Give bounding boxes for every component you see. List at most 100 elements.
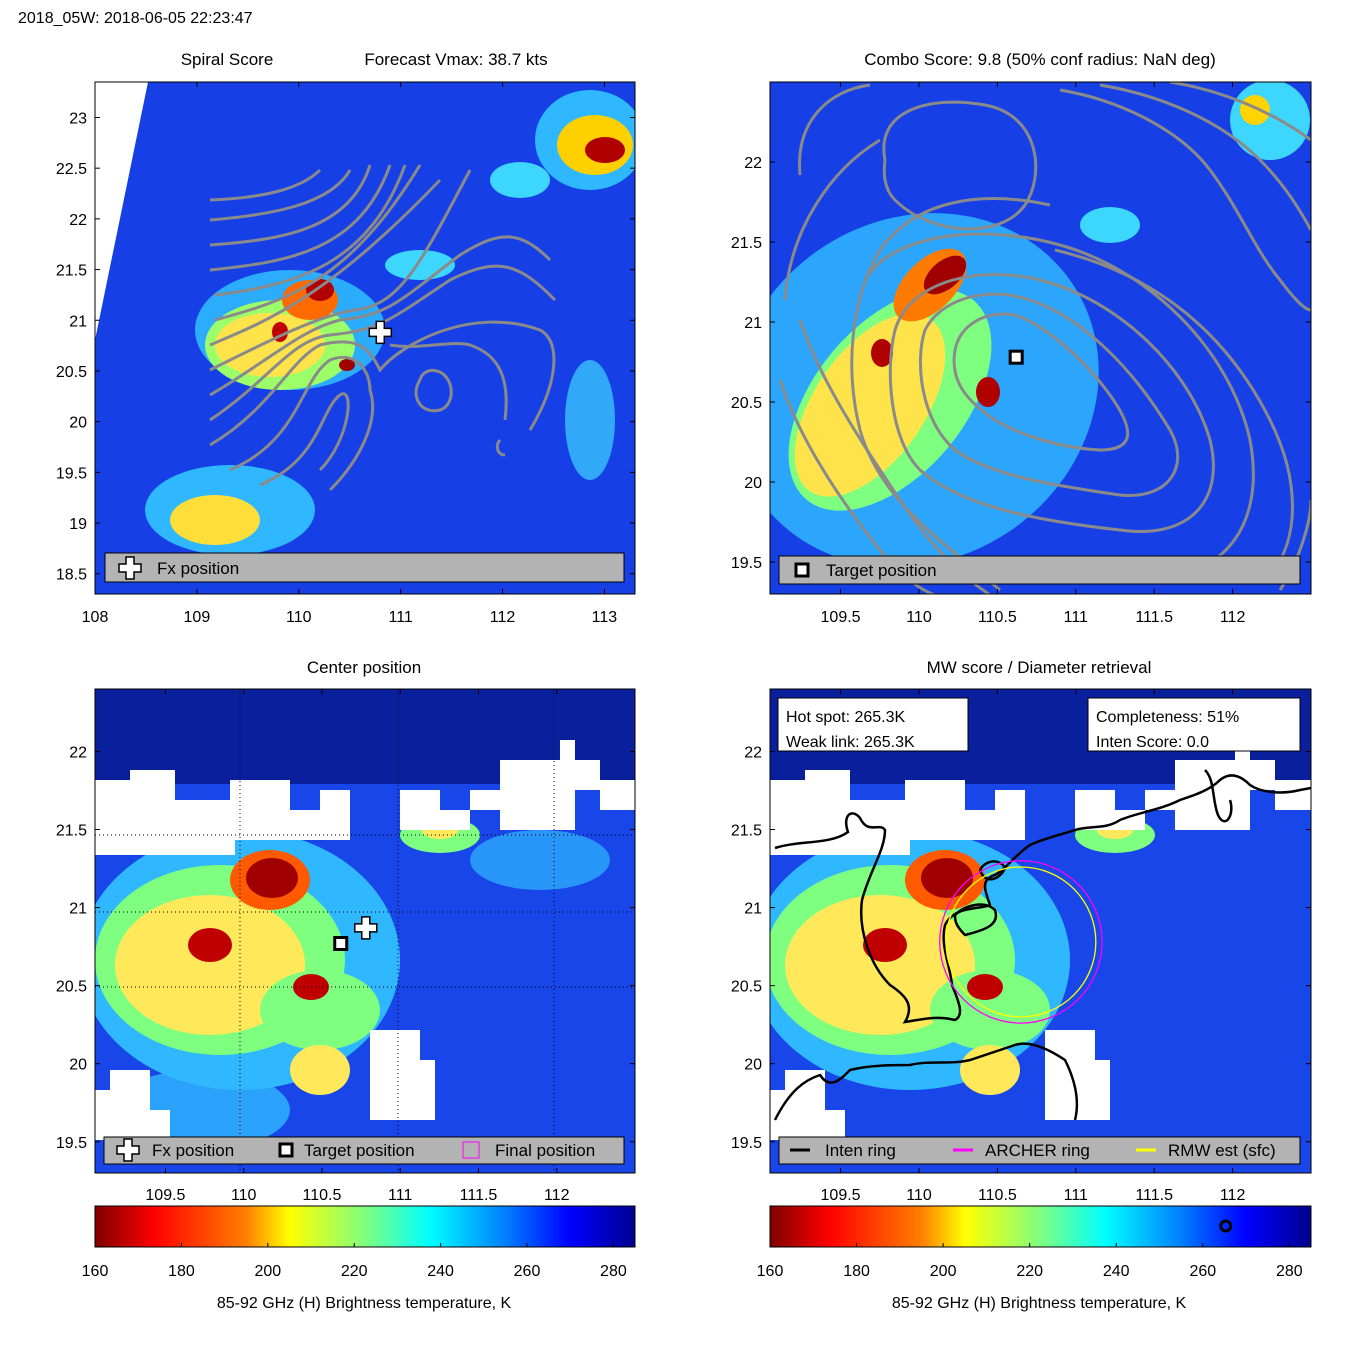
legend-fx-symbol xyxy=(116,1138,140,1162)
x-tick-label: 108 xyxy=(82,609,109,626)
center-grid xyxy=(95,689,635,1173)
x-tick-label: 111.5 xyxy=(1135,609,1173,626)
hot-spot-text: Hot spot: 265.3K xyxy=(786,709,906,726)
cloud-mask xyxy=(95,740,635,1140)
spiral-title: Spiral Score xyxy=(181,50,274,69)
mw-heatmap xyxy=(770,689,1311,1173)
x-tick-label: 110 xyxy=(906,609,932,626)
x-tick-label: 110.5 xyxy=(303,1187,342,1204)
x-tick-label: 111.5 xyxy=(460,1187,498,1204)
combo-legend: Target position xyxy=(778,555,1301,585)
inten-score-text: Inten Score: 0.0 xyxy=(1096,734,1209,751)
colorbar-tick-label: 240 xyxy=(427,1263,454,1280)
y-tick-label: 20.5 xyxy=(731,395,762,412)
center-panel: Center position xyxy=(56,658,636,1312)
colorbar-tick-label: 160 xyxy=(757,1263,784,1280)
colorbar-tick-label: 260 xyxy=(1189,1263,1216,1280)
y-tick-label: 21.5 xyxy=(56,823,87,840)
y-tick-label: 19 xyxy=(69,516,87,533)
x-tick-label: 110 xyxy=(286,609,312,626)
x-tick-label: 111 xyxy=(1064,1187,1088,1204)
mw-colorbar: 160 180 200 220 240 260 280 85-92 GHz (H) Brig… xyxy=(757,1205,1312,1312)
coastline xyxy=(773,769,1311,1121)
y-tick-label: 20 xyxy=(69,415,87,432)
legend-label: RMW est (sfc) xyxy=(1168,1141,1276,1160)
x-tick-label: 110.5 xyxy=(978,609,1017,626)
weak-link-text: Weak link: 265.3K xyxy=(786,734,915,751)
target-position-marker xyxy=(333,935,349,951)
hot-spot-colorbar-marker xyxy=(1219,1219,1233,1233)
y-tick-label: 19.5 xyxy=(731,555,762,572)
rmw-ring xyxy=(945,866,1097,1018)
combo-ticks: 109.5 110 110.5 111 111.5 112 19.5 20 20.5 21 21.5… xyxy=(731,82,1311,626)
page-title: 2018_05W: 2018-06-05 22:23:47 xyxy=(18,10,253,27)
legend-label: ARCHER ring xyxy=(985,1141,1090,1160)
y-tick-label: 23 xyxy=(69,110,87,127)
legend-label: Fx position xyxy=(152,1141,234,1160)
center-colorbar-label: 85-92 GHz (H) Brightness temperature, K xyxy=(217,1295,512,1312)
x-tick-label: 110 xyxy=(906,1187,932,1204)
colorbar-tick-label: 160 xyxy=(82,1263,109,1280)
x-tick-label: 109.5 xyxy=(821,1187,861,1204)
y-tick-label: 21.5 xyxy=(731,823,762,840)
center-title: Center position xyxy=(307,658,421,677)
spiral-contours xyxy=(209,164,557,492)
y-tick-label: 20.5 xyxy=(731,979,762,996)
fx-position-marker xyxy=(368,320,393,345)
combo-panel: Combo Score: 9.8 (50% conf radius: NaN d… xyxy=(731,50,1312,626)
colorbar-tick-label: 200 xyxy=(254,1263,281,1280)
combo-title: Combo Score: 9.8 (50% conf radius: NaN d… xyxy=(864,50,1216,69)
y-tick-label: 20 xyxy=(744,475,762,492)
center-heatmap xyxy=(95,689,635,1173)
y-tick-label: 22 xyxy=(744,744,762,761)
colorbar-tick-label: 220 xyxy=(1016,1263,1043,1280)
y-tick-label: 20.5 xyxy=(56,364,87,381)
y-tick-label: 19.5 xyxy=(731,1135,762,1152)
colorbar-tick-label: 220 xyxy=(341,1263,368,1280)
spiral-panel: Spiral Score Forecast Vmax: 38.7 kts xyxy=(56,50,636,626)
x-tick-label: 112 xyxy=(1220,609,1246,626)
archer-ring xyxy=(939,860,1103,1024)
legend-label: Inten ring xyxy=(825,1141,896,1160)
spiral-markers xyxy=(368,320,393,345)
x-tick-label: 111.5 xyxy=(1135,1187,1173,1204)
x-tick-label: 109.5 xyxy=(821,609,861,626)
y-tick-label: 22 xyxy=(69,212,87,229)
y-tick-label: 21 xyxy=(69,313,87,330)
mw-title: MW score / Diameter retrieval xyxy=(927,658,1152,677)
combo-markers xyxy=(1008,349,1024,365)
fx-position-marker xyxy=(354,916,378,940)
center-markers xyxy=(333,916,378,951)
mw-legend: Inten ring ARCHER ring RMW est (sfc) xyxy=(778,1136,1301,1165)
legend-label: Target position xyxy=(304,1141,415,1160)
spiral-axes-frame xyxy=(94,81,636,595)
y-tick-label: 22.5 xyxy=(56,161,87,178)
combo-axes-frame xyxy=(769,81,1312,595)
x-tick-label: 111 xyxy=(388,1187,412,1204)
y-tick-label: 20 xyxy=(69,1057,87,1074)
target-position-marker xyxy=(1008,349,1024,365)
mw-info-right: Completeness: 51% Inten Score: 0.0 xyxy=(1087,697,1301,752)
x-tick-label: 109 xyxy=(184,609,211,626)
x-tick-label: 113 xyxy=(592,609,618,626)
mw-info-left: Hot spot: 265.3K Weak link: 265.3K xyxy=(777,697,969,752)
mw-colorbar-label: 85-92 GHz (H) Brightness temperature, K xyxy=(892,1295,1187,1312)
legend-final-symbol xyxy=(462,1141,480,1159)
missing-data-area xyxy=(95,82,148,340)
spiral-vmax-title: Forecast Vmax: 38.7 kts xyxy=(364,50,547,69)
center-ticks: 109.5 110 110.5 111 111.5 112 19.5 20 20.5 21 21.5… xyxy=(56,689,635,1204)
colorbar-tick-label: 280 xyxy=(1276,1263,1303,1280)
x-tick-label: 110 xyxy=(231,1187,257,1204)
y-tick-label: 22 xyxy=(69,744,87,761)
legend-target-symbol xyxy=(278,1142,294,1158)
center-axes-frame xyxy=(94,688,636,1174)
y-tick-label: 21 xyxy=(744,901,762,918)
spiral-legend: Fx position xyxy=(104,552,625,583)
x-tick-label: 111 xyxy=(1064,609,1088,626)
x-tick-label: 111 xyxy=(388,609,412,626)
y-tick-label: 21 xyxy=(69,901,87,918)
x-tick-label: 112 xyxy=(490,609,516,626)
y-tick-label: 19.5 xyxy=(56,465,87,482)
center-colorbar: 160 180 200 220 240 260 280 85-92 GHz (H) Brig… xyxy=(82,1205,636,1312)
